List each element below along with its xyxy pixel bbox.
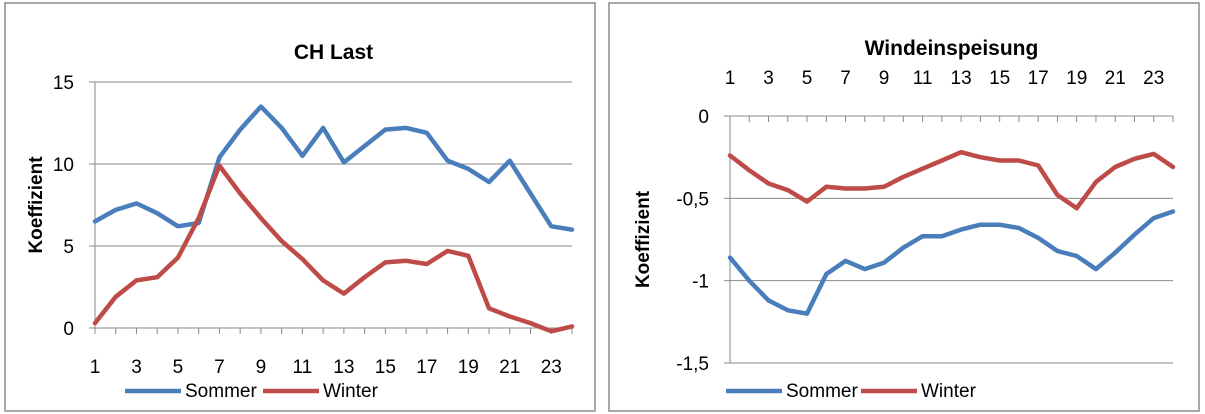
chart-title: CH Last [294,41,373,64]
series-line-sommer [92,104,575,232]
legend-label-sommer: Sommer [786,381,858,402]
x-tick-label: 9 [256,357,267,378]
x-tick-label: 23 [1143,68,1164,89]
chart-panel-ch-last: 0 5 10 15 1 3 5 7 9 11 13 15 17 19 21 23 CH Last Koeffizi… [0,0,600,414]
y-tick-label: -1,5 [676,354,709,375]
x-tick-label: 1 [725,68,736,89]
x-tick-label: 11 [293,357,313,378]
legend-label-winter: Winter [323,381,379,402]
series-line-sommer [727,209,1176,316]
y-tick-label: 15 [53,73,74,94]
legend-label-sommer: Sommer [185,381,257,402]
x-tick-label: 21 [499,357,520,378]
chart-title: Windeinspeisung [865,37,1039,60]
chart-frame [608,2,1200,412]
x-tick-label: 7 [840,68,851,89]
y-tick-label: 0 [698,107,709,128]
x-tick-label: 7 [214,357,225,378]
chart-windeinspeisung: -1,5-1-0,501 3 5 7 9 11 13 15 17 19 21 23Windeinspe… [608,2,1200,412]
x-tick-label: 3 [763,68,774,89]
y-tick-label: 5 [63,237,74,258]
y-tick-label: 10 [53,155,74,176]
x-tick-label: 5 [802,68,813,89]
y-tick-label: 0 [63,319,74,340]
x-tick-label: 3 [131,357,142,378]
y-axis-label: Koeffizient [26,156,47,254]
x-tick-label: 9 [879,68,890,89]
y-axis-label: Koeffizient [633,190,654,288]
x-tick-label: 19 [1066,68,1087,89]
x-tick-label: 15 [375,357,396,378]
x-tick-label: 13 [951,68,972,89]
x-tick-label: 19 [458,357,479,378]
x-tick-label: 11 [913,68,933,89]
series-line-winter [92,163,575,334]
x-tick-label: 15 [989,68,1010,89]
x-tick-label: 17 [416,357,437,378]
x-tick-label: 21 [1105,68,1126,89]
x-tick-label: 5 [173,357,184,378]
x-tick-label: 1 [90,357,101,378]
x-tick-label: 23 [541,357,562,378]
y-tick-label: -0,5 [676,189,709,210]
series-line-winter [727,149,1176,211]
chart-frame [4,2,596,412]
chart-panel-windeinspeisung: -1,5 -1 -0,5 0 1 3 5 7 9 11 13 15 17 19 21 23 Windeinspe… [603,0,1205,414]
x-tick-label: 13 [333,357,354,378]
x-tick-label: 17 [1028,68,1049,89]
legend-label-winter: Winter [921,381,977,402]
y-tick-label: -1 [692,272,709,293]
